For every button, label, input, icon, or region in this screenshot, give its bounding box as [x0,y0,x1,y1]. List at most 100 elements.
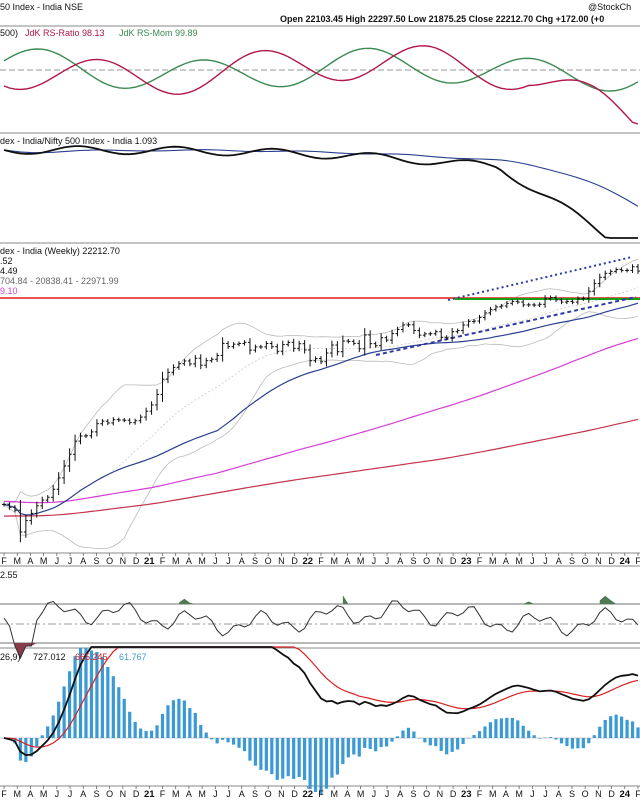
x-tick-label: 24 [620,556,631,567]
rs-momentum-label: JdK RS-Mom 99.89 [119,28,198,38]
price-bar [570,299,575,305]
histogram-bar [510,717,514,738]
histogram-bar [29,738,33,757]
price-bar [608,269,613,276]
histogram-bar [210,738,214,740]
x-tick-label: N [595,789,602,799]
histogram-bar [330,738,334,778]
x-tick-label: S [252,556,258,566]
price-bar [564,299,569,305]
price-bar [548,295,553,301]
price-bar [532,302,537,308]
histogram-bar [598,726,602,738]
price-bar [149,401,154,415]
price-bar [324,348,329,367]
price-bar [335,341,340,356]
histogram-bar [248,738,252,761]
histogram-bar [319,738,323,795]
histogram-bar [368,738,372,749]
price-bar [346,338,351,344]
macd-panel: 26,9) 727.012 665.245 61.767 [0,646,640,795]
price-bars [2,263,640,543]
price-bar [182,358,187,366]
price-bar [127,418,132,425]
oscillator-line [3,600,639,660]
x-tick-label: A [186,556,192,566]
histogram-bar [67,671,72,738]
histogram-bar [477,731,482,738]
x-tick-label: O [582,789,589,799]
oscillator-panel: 2.55 [0,570,640,660]
histogram-bar [532,735,536,738]
histogram-bar [155,725,159,738]
x-tick-label: N [278,556,285,566]
price-bar [34,501,39,518]
price-bar [362,328,367,356]
histogram-bar [275,738,279,780]
price-bar [100,419,105,426]
price-bar [12,505,17,513]
x-tick-label: A [556,789,562,799]
x-tick-label: M [515,556,523,566]
price-bar [390,329,395,344]
price-bar [18,500,23,543]
price-bar [116,417,121,423]
x-tick-label: D [133,556,140,566]
price-bar [78,432,83,445]
x-tick-label: A [239,556,245,566]
histogram-bar [527,730,531,738]
price-bar [422,331,427,338]
histogram-bar [57,701,61,738]
price-bar [351,339,356,346]
histogram-bar [434,738,438,747]
price-bar [297,340,302,352]
x-tick-label: N [120,789,127,799]
histogram-bar [177,698,181,738]
price-bar [40,496,45,510]
x-tick-label: O [423,556,430,566]
histogram-bar [133,721,137,738]
price-bar [144,407,149,421]
price-bar [439,328,444,341]
histogram-bar [538,738,542,739]
histogram-bar [313,738,318,793]
x-tick-label: N [120,556,127,566]
x-axis: F M A M J J A S O N D 21 F M A M J J A S O N D 22 F M A M J J A S O N D 23 F… [1,553,640,567]
histogram-bar [144,731,148,738]
price-bar [455,328,460,334]
histogram-bar [95,652,99,738]
histogram-bar [237,738,241,748]
price-bar [280,340,285,356]
ma-label-2: 4.49 [0,266,18,276]
price-bar [554,295,559,302]
price-bar [411,321,416,334]
price-bar [444,335,449,340]
price-bar [286,340,291,347]
price-bar [269,341,274,350]
histogram-bar [292,738,296,779]
relative-panel: dex - India/Nifty 500 Index - India 1.09… [0,136,639,239]
histogram-bar [363,738,367,748]
price-bar [56,472,61,496]
ma-label-1: .52 [0,256,13,266]
x-tick-label: 24 [620,789,631,800]
x-tick-label: O [265,556,272,566]
x-tick-label: A [186,789,192,799]
histogram-bar [483,726,487,738]
histogram-bar [204,732,208,738]
x-tick-label: D [450,556,457,566]
x-tick-label: 22 [303,556,314,567]
x-tick-label: A [80,789,86,799]
price-bar [543,295,548,308]
histogram-bar [472,735,476,738]
histogram-bar [62,686,66,738]
histogram-bar [614,714,618,738]
x-tick-label: J [68,789,73,799]
price-bar [73,434,78,461]
price-bar [559,297,564,305]
price-bar [526,302,531,307]
x-tick-label: J [213,556,218,566]
x-tick-label: A [503,789,509,799]
price-bar [45,495,50,503]
